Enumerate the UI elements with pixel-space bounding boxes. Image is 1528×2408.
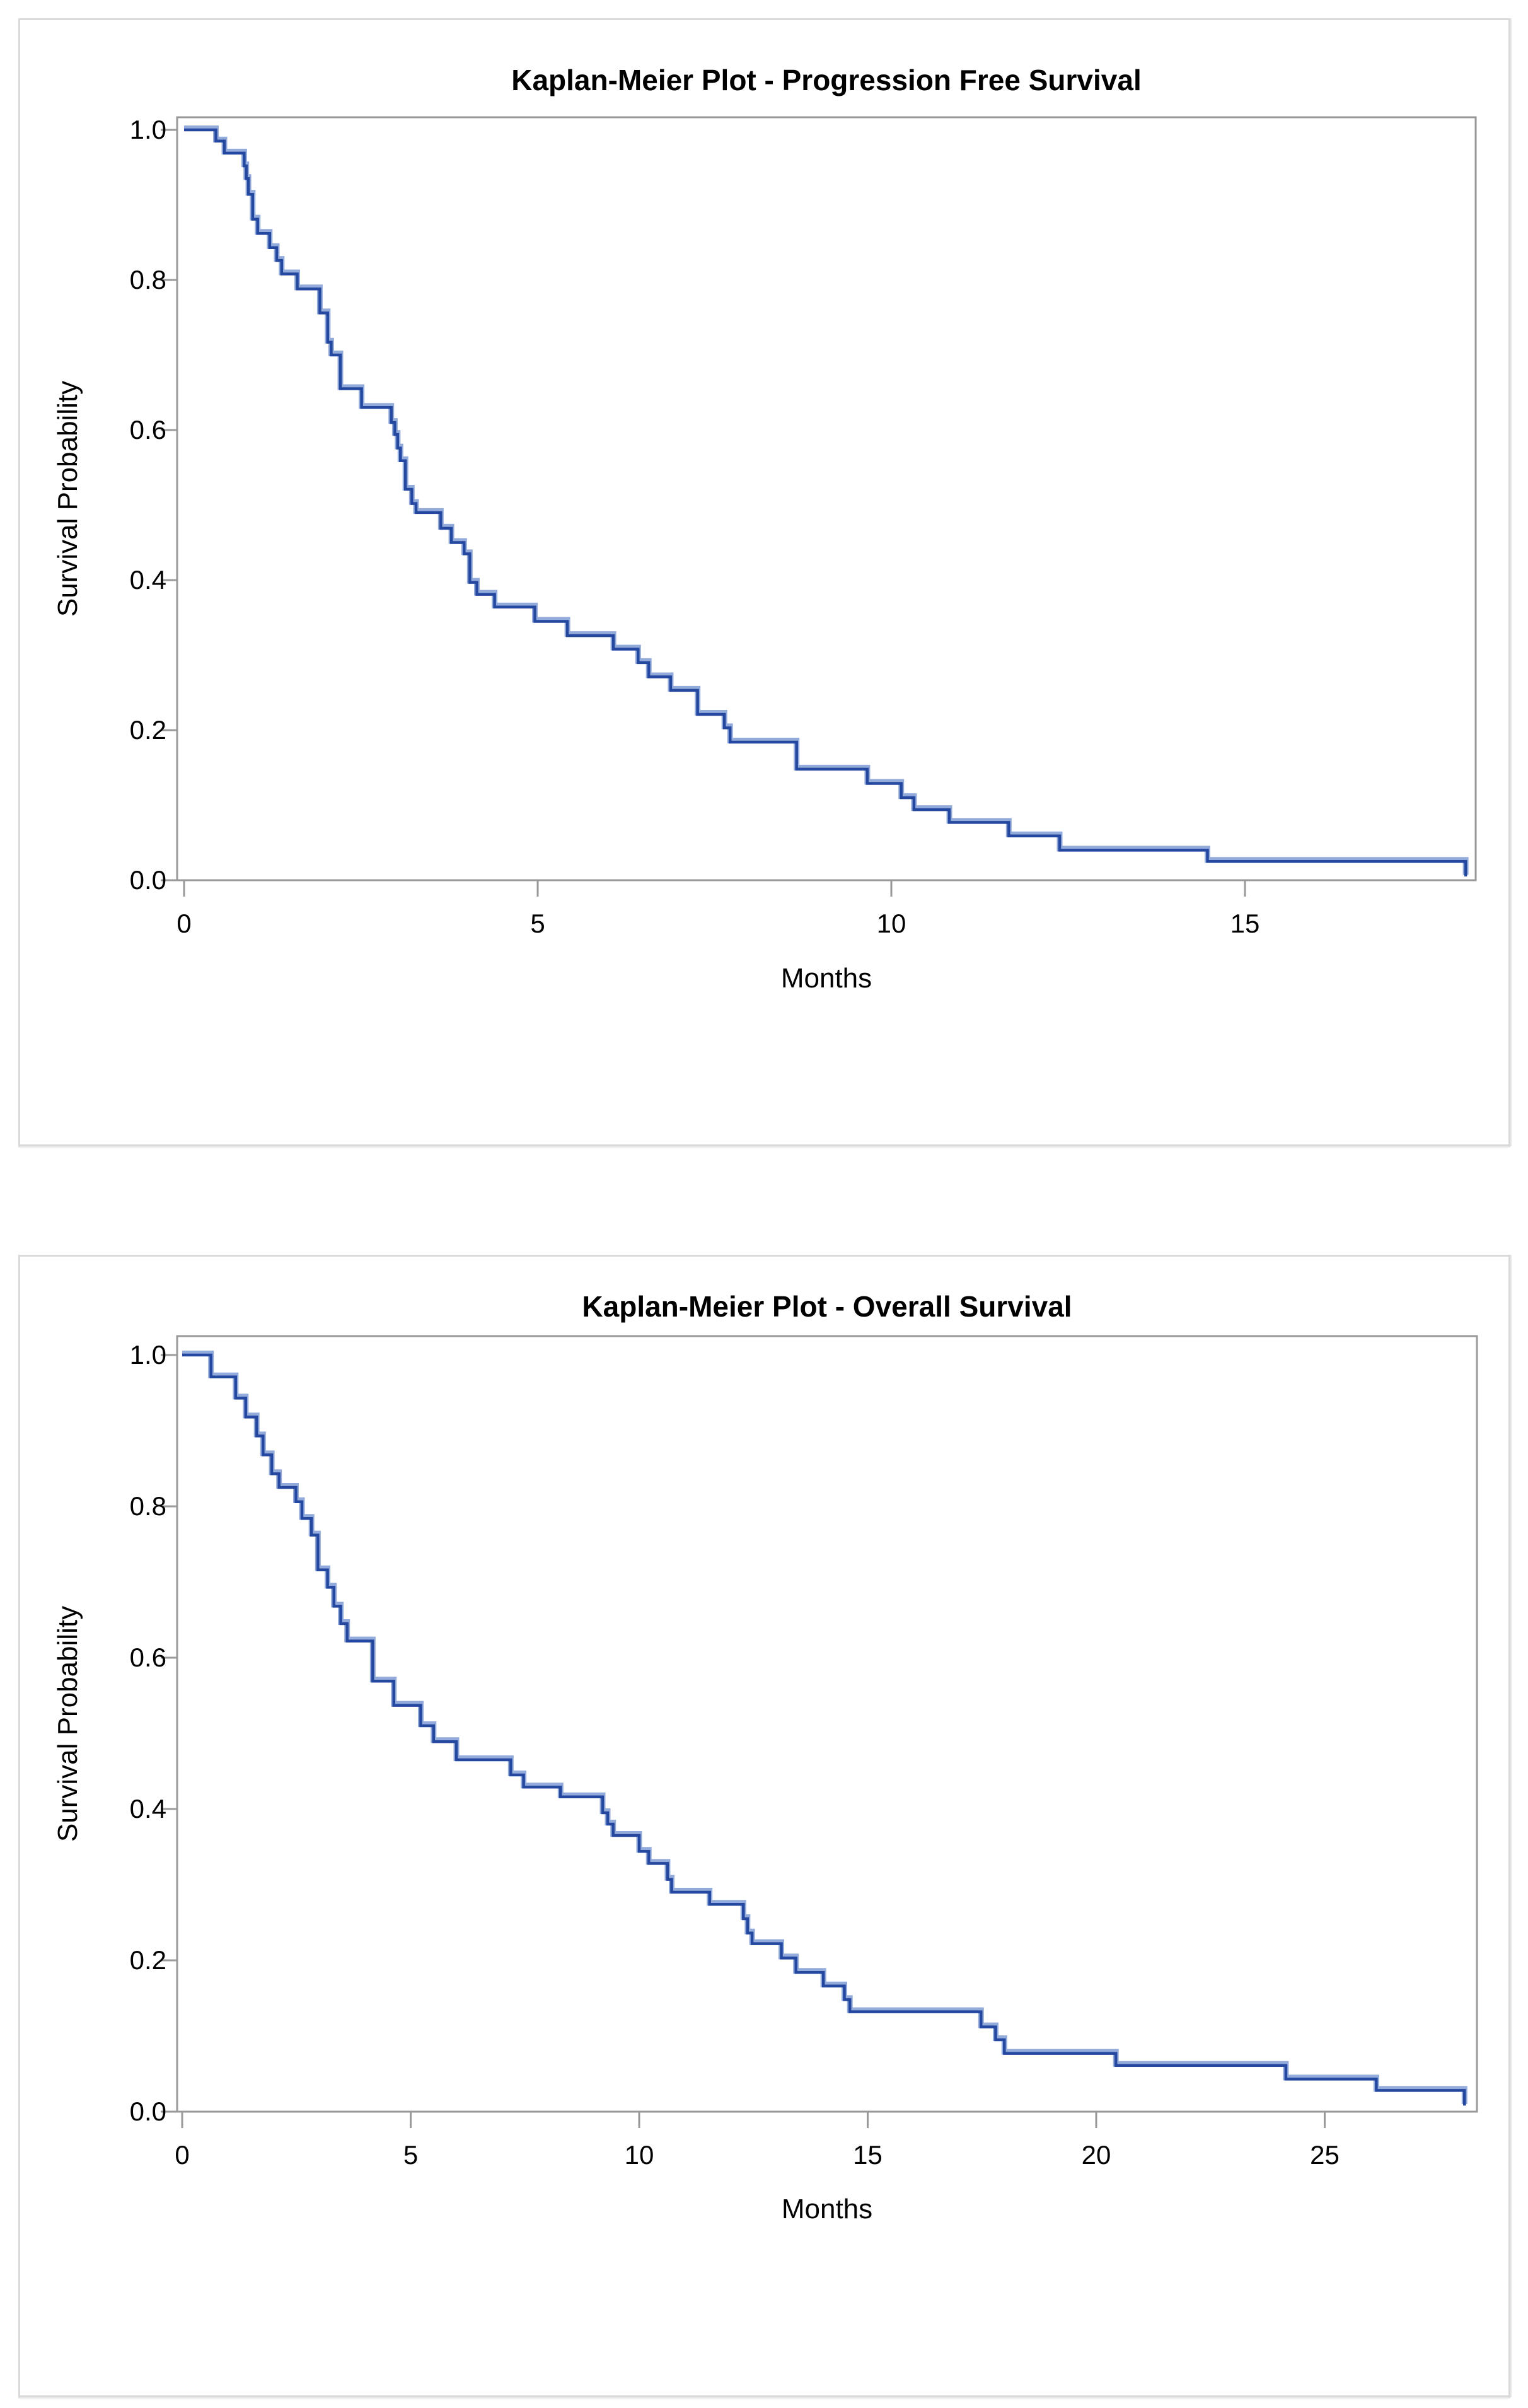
chart-title: Kaplan-Meier Plot - Progression Free Sur…: [511, 64, 1142, 96]
y-tick-label: 0.6: [129, 1643, 166, 1672]
x-tick-label: 0: [177, 909, 192, 938]
y-tick-label: 0.8: [129, 1491, 166, 1521]
plot-area: [161, 116, 1477, 897]
survival-curve-halo: [184, 125, 1469, 875]
km-panel-pfs: Kaplan-Meier Plot - Progression Free Sur…: [18, 18, 1510, 1146]
y-tick-label: 1.0: [129, 1340, 166, 1370]
y-tick-label: 0.4: [129, 1794, 166, 1823]
km-panel-os: Kaplan-Meier Plot - Overall Survival Sur…: [18, 1255, 1510, 2397]
x-tick-label: 5: [403, 2140, 419, 2170]
y-tick-label: 0.2: [129, 1945, 166, 1975]
x-tick-label: 15: [853, 2140, 883, 2170]
y-tick-label: 0.2: [129, 715, 166, 745]
y-tick-label: 0.4: [129, 565, 166, 595]
survival-curve-halo: [182, 1351, 1467, 2104]
x-tick-label: 0: [175, 2140, 190, 2170]
y-tick-label: 0.0: [129, 865, 166, 895]
x-tick-label: 5: [530, 909, 545, 938]
y-tick-label: 1.0: [129, 115, 166, 144]
x-tick-label: 10: [624, 2140, 654, 2170]
chart-title: Kaplan-Meier Plot - Overall Survival: [582, 1290, 1072, 1323]
x-tick-label: 15: [1230, 909, 1260, 938]
x-tick-label: 25: [1310, 2140, 1340, 2170]
plot-frame: [176, 1335, 1478, 2113]
y-tick-label: 0.0: [129, 2097, 166, 2126]
plot-frame: [176, 116, 1477, 881]
x-axis-title: Months: [780, 963, 872, 994]
plot-area: [161, 1335, 1478, 2128]
x-tick-label: 20: [1081, 2140, 1111, 2170]
y-tick-label: 0.8: [129, 265, 166, 294]
survival-curve: [184, 128, 1467, 876]
y-tick-label: 0.6: [129, 415, 166, 445]
x-tick-label: 10: [876, 909, 906, 938]
survival-curve: [182, 1353, 1466, 2106]
x-axis-title: Months: [781, 2194, 873, 2225]
